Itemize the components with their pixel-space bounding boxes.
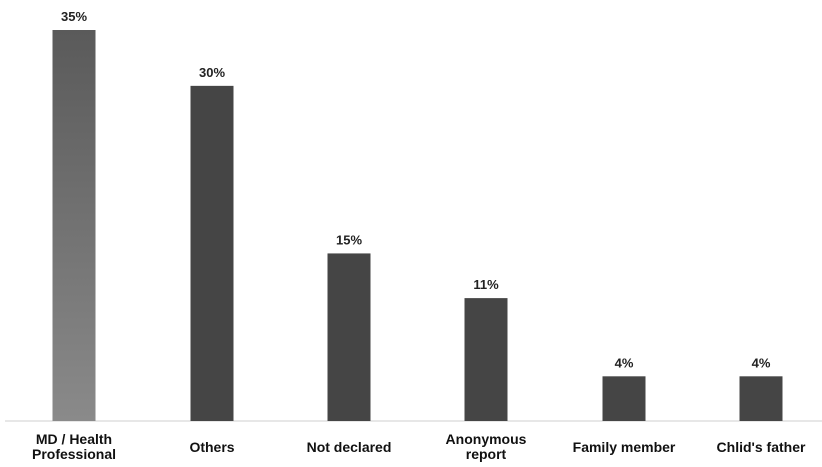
x-tick-label-line: Professional bbox=[32, 446, 116, 462]
x-tick-label-2: Others bbox=[189, 439, 234, 455]
x-tick-label-4: Anonymous report bbox=[446, 431, 527, 462]
data-label-3: 15% bbox=[336, 232, 362, 247]
bar-2 bbox=[190, 85, 234, 421]
x-tick-label-5: Family member bbox=[573, 439, 676, 455]
data-label-5: 4% bbox=[615, 355, 634, 370]
x-tick-label-line: Chlid's father bbox=[717, 439, 806, 455]
bar-1 bbox=[52, 30, 96, 421]
bar-group bbox=[52, 30, 783, 421]
bar-5 bbox=[602, 376, 646, 421]
x-tick-label-line: Anonymous bbox=[446, 431, 527, 447]
x-tick-label-6: Chlid's father bbox=[717, 439, 806, 455]
data-label-4: 11% bbox=[473, 277, 499, 292]
x-tick-label-group: MD / Health Professional Others Not declare… bbox=[32, 431, 806, 462]
bar-3 bbox=[327, 253, 371, 421]
x-tick-label-line: report bbox=[466, 446, 507, 462]
data-label-2: 30% bbox=[199, 65, 225, 80]
data-label-1: 35% bbox=[61, 9, 87, 24]
bar-4 bbox=[464, 298, 508, 421]
x-tick-label-line: Not declared bbox=[307, 439, 392, 455]
x-tick-label-line: Others bbox=[189, 439, 234, 455]
data-label-6: 4% bbox=[752, 355, 771, 370]
x-tick-label-1: MD / Health Professional bbox=[32, 431, 116, 462]
bar-6 bbox=[739, 376, 783, 421]
data-label-group: 35% 30% 15% 11% 4% 4% bbox=[61, 9, 771, 370]
x-tick-label-3: Not declared bbox=[307, 439, 392, 455]
x-tick-label-line: Family member bbox=[573, 439, 676, 455]
x-tick-label-line: MD / Health bbox=[36, 431, 112, 447]
